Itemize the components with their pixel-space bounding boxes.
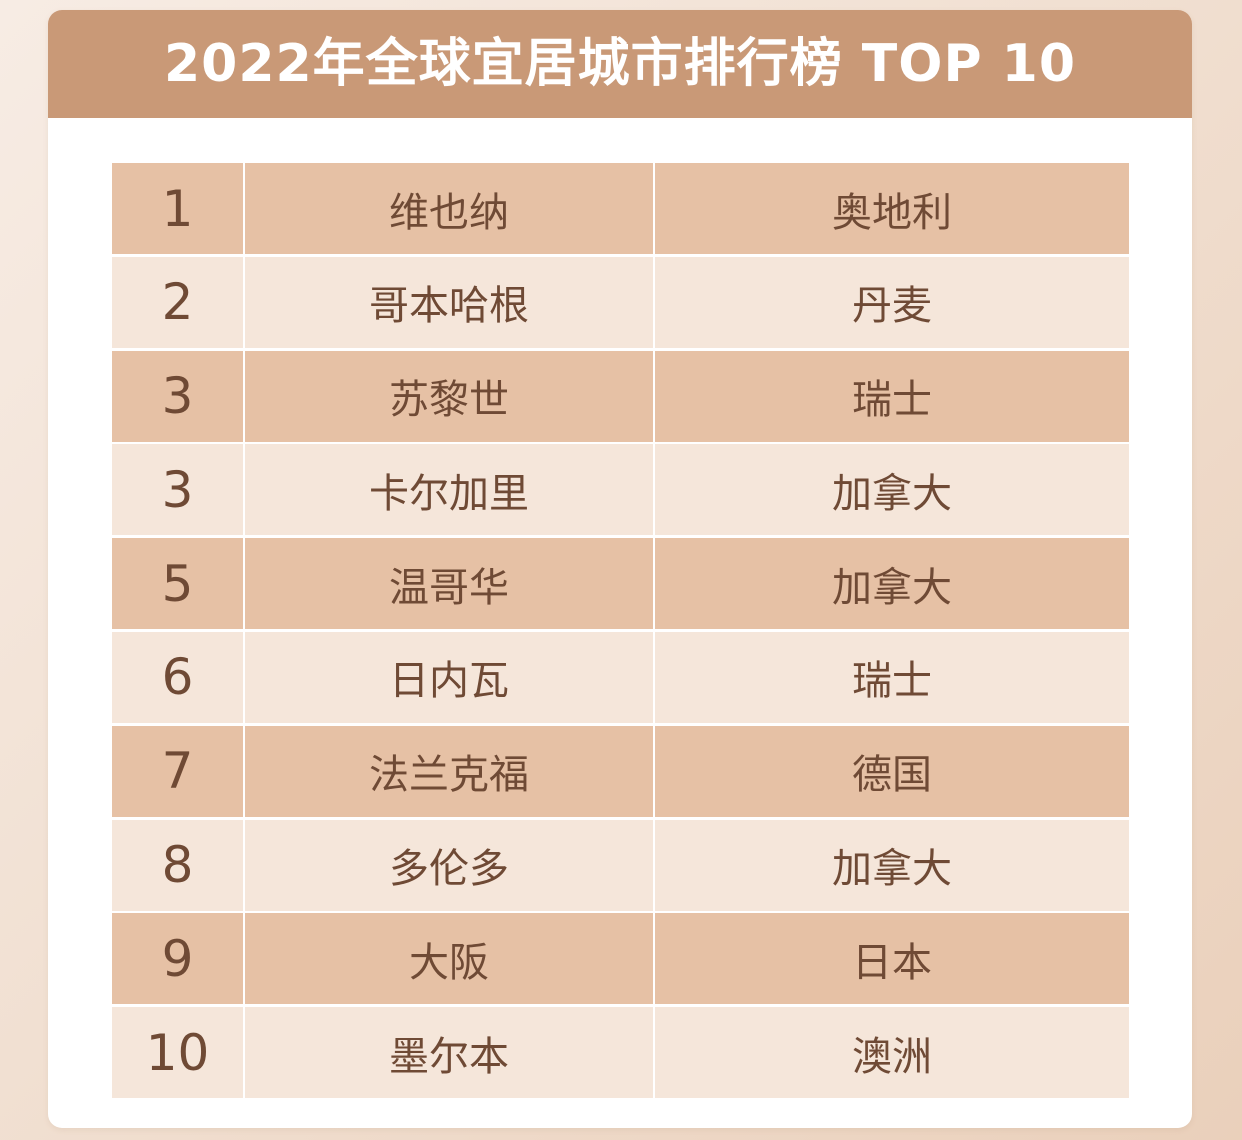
city-cell: 温哥华	[245, 538, 653, 630]
table-row: 8 多伦多 加拿大	[112, 819, 1129, 911]
table-row: 5 温哥华 加拿大	[112, 538, 1129, 630]
country-cell: 瑞士	[655, 631, 1129, 723]
card-header: 2022年全球宜居城市排行榜 TOP 10	[48, 10, 1192, 118]
rank-cell: 5	[112, 538, 243, 630]
page-title: 2022年全球宜居城市排行榜 TOP 10	[163, 34, 1077, 94]
rank-cell: 3	[112, 444, 243, 536]
city-cell: 苏黎世	[245, 350, 653, 442]
table-row: 2 哥本哈根 丹麦	[112, 256, 1129, 348]
city-cell: 维也纳	[245, 163, 653, 254]
rank-cell: 2	[112, 256, 243, 348]
table-row: 7 法兰克福 德国	[112, 725, 1129, 817]
rank-cell: 6	[112, 631, 243, 723]
ranking-card: 2022年全球宜居城市排行榜 TOP 10 1 维也纳 奥地利 2 哥本哈根 丹…	[48, 10, 1192, 1128]
table-row: 3 卡尔加里 加拿大	[112, 444, 1129, 536]
city-cell: 多伦多	[245, 819, 653, 911]
city-cell: 哥本哈根	[245, 256, 653, 348]
rank-cell: 9	[112, 913, 243, 1005]
table-row: 3 苏黎世 瑞士	[112, 350, 1129, 442]
rank-cell: 3	[112, 350, 243, 442]
rank-cell: 1	[112, 163, 243, 254]
ranking-table: 1 维也纳 奥地利 2 哥本哈根 丹麦 3 苏黎世 瑞士 3 卡尔加里 加拿大 …	[112, 163, 1129, 1099]
rank-cell: 8	[112, 819, 243, 911]
country-cell: 加拿大	[655, 444, 1129, 536]
table-row: 1 维也纳 奥地利	[112, 163, 1129, 254]
country-cell: 奥地利	[655, 163, 1129, 254]
city-cell: 卡尔加里	[245, 444, 653, 536]
city-cell: 法兰克福	[245, 725, 653, 817]
table-row: 6 日内瓦 瑞士	[112, 631, 1129, 723]
rank-cell: 7	[112, 725, 243, 817]
country-cell: 瑞士	[655, 350, 1129, 442]
country-cell: 丹麦	[655, 256, 1129, 348]
city-cell: 大阪	[245, 913, 653, 1005]
country-cell: 日本	[655, 913, 1129, 1005]
rank-cell: 10	[112, 1007, 243, 1099]
country-cell: 加拿大	[655, 538, 1129, 630]
country-cell: 澳洲	[655, 1007, 1129, 1099]
country-cell: 德国	[655, 725, 1129, 817]
city-cell: 日内瓦	[245, 631, 653, 723]
city-cell: 墨尔本	[245, 1007, 653, 1099]
table-row: 9 大阪 日本	[112, 913, 1129, 1005]
country-cell: 加拿大	[655, 819, 1129, 911]
table-row: 10 墨尔本 澳洲	[112, 1007, 1129, 1099]
